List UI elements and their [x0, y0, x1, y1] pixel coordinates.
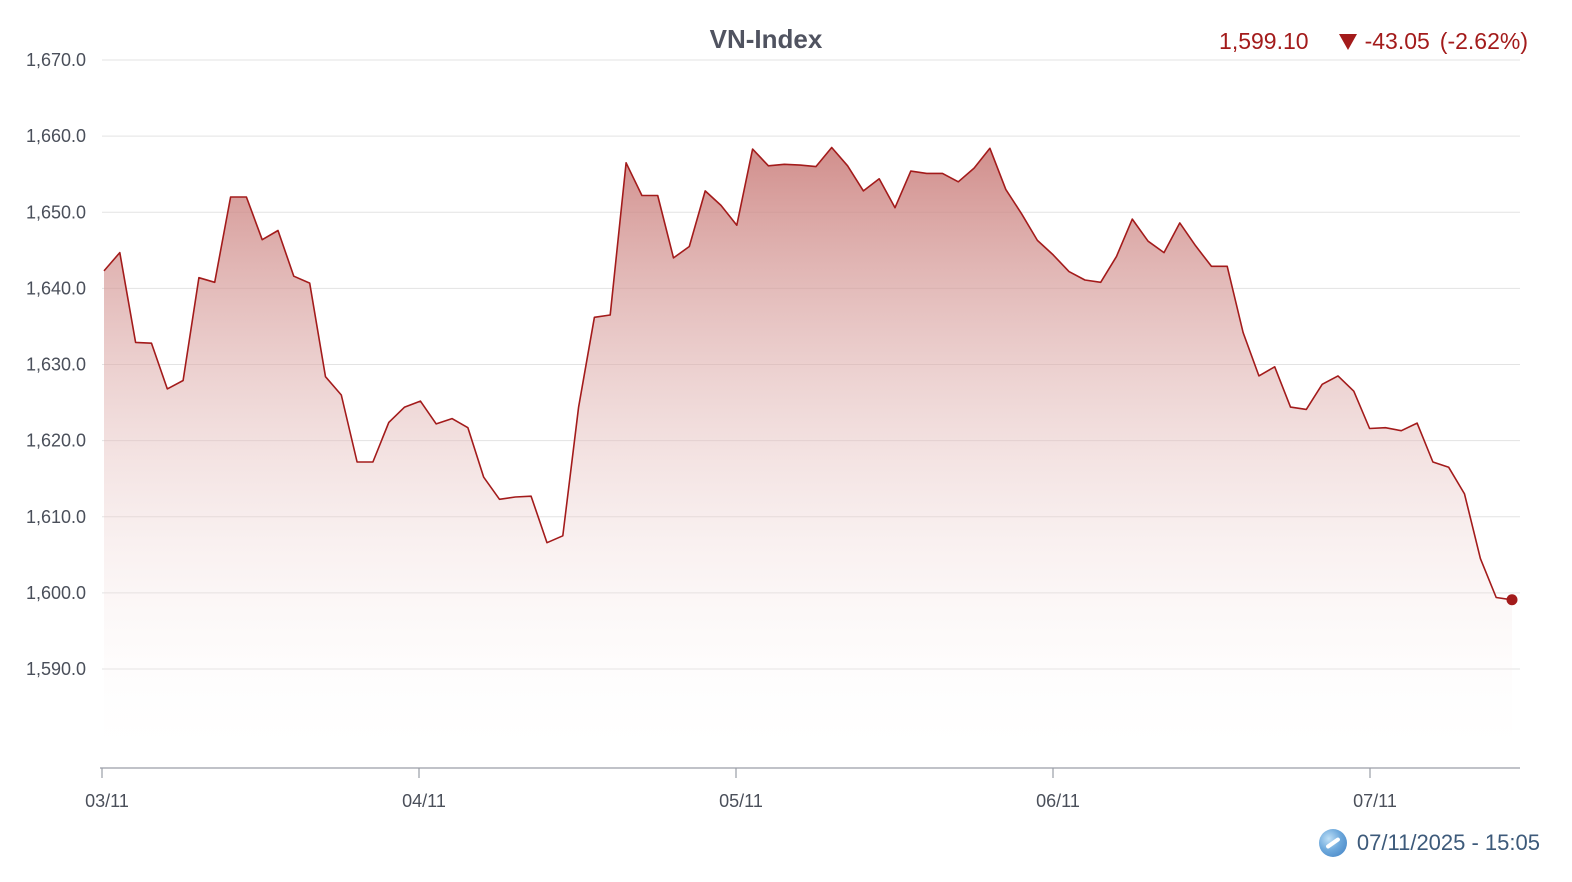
price-change: -43.05 [1364, 28, 1430, 54]
area-fill [104, 147, 1512, 768]
y-tick-label: 1,630.0 [26, 355, 86, 375]
x-tick-label: 07/11 [1353, 791, 1397, 811]
y-tick-label: 1,640.0 [26, 278, 86, 298]
index-quote: 1,599.10 -43.05 (-2.62%) [1219, 28, 1528, 55]
y-tick-label: 1,670.0 [26, 50, 86, 70]
y-tick-label: 1,650.0 [26, 202, 86, 222]
series-line [103, 146, 1513, 601]
last-price: 1,599.10 [1219, 28, 1309, 54]
y-tick-label: 1,600.0 [26, 583, 86, 603]
y-tick-label: 1,620.0 [26, 431, 86, 451]
x-tick-label: 04/11 [402, 791, 446, 811]
last-point-marker [1506, 594, 1518, 606]
timestamp-text: 07/11/2025 - 15:05 [1356, 830, 1540, 855]
down-triangle-icon [1338, 33, 1357, 50]
x-tick-label: 03/11 [85, 791, 129, 811]
x-tick-label: 05/11 [719, 791, 763, 811]
y-tick-label: 1,610.0 [26, 507, 86, 527]
update-timestamp: 07/11/2025 - 15:05 [1318, 829, 1540, 857]
y-axis: 1,590.0 1,600.0 1,610.0 1,620.0 1,630.0 1,640… [26, 50, 86, 679]
x-tick-label: 06/11 [1036, 791, 1080, 811]
chart-title: VN-Index [709, 24, 823, 54]
x-axis: 03/11 04/11 05/11 06/11 07/11 [85, 768, 1397, 811]
y-tick-label: 1,660.0 [26, 126, 86, 146]
y-tick-label: 1,590.0 [26, 659, 86, 679]
brand-logo-icon [1318, 829, 1347, 857]
price-change-percent: (-2.62%) [1439, 28, 1528, 54]
